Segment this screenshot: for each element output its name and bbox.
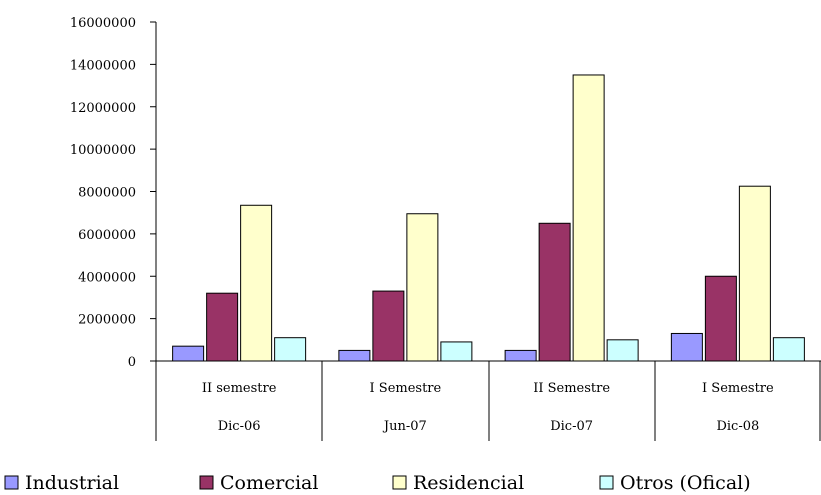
bar-residencial [240, 204, 273, 362]
legend-label: Otros (Ofical) [620, 472, 751, 494]
bar-residencial [406, 213, 439, 362]
y-tick-label: 0 [128, 355, 136, 370]
category-label-semester: I Semestre [702, 381, 774, 396]
bar-industrial [504, 349, 537, 362]
bars [172, 74, 805, 362]
category-label-semester: I Semestre [370, 381, 442, 396]
bar-residencial [572, 74, 605, 362]
bar-industrial [670, 332, 703, 362]
legend-label: Residencial [413, 472, 524, 494]
bar-otros-ofical [606, 339, 639, 362]
y-tick-label: 16000000 [70, 16, 136, 31]
category-label-date: Dic-06 [218, 419, 261, 434]
bar-comercial [538, 222, 571, 362]
bar-otros-ofical [274, 337, 307, 362]
category-label-semester: II Semestre [533, 381, 610, 396]
bar-industrial [172, 345, 205, 362]
category-label-date: Dic-07 [550, 419, 593, 434]
y-tick-label: 12000000 [70, 101, 136, 116]
y-tick-label: 14000000 [70, 58, 136, 73]
bar-comercial [372, 290, 405, 362]
bar-otros-ofical [772, 337, 805, 362]
legend-swatch [599, 475, 614, 490]
legend-swatch [392, 475, 407, 490]
legend: Industrial Comercial Residencial Otros (Ofi… [4, 472, 751, 494]
y-tick-label: 8000000 [78, 186, 136, 201]
bar-residencial [738, 185, 771, 362]
y-tick-label: 6000000 [78, 228, 136, 243]
legend-label: Comercial [220, 472, 318, 494]
x-axis: II semestre Dic-06 I Semestre Jun-07 II Seme… [155, 360, 821, 441]
y-axis: 0 2000000 4000000 6000000 8000000 10000000 120… [70, 16, 157, 370]
category-label-date: Jun-07 [382, 419, 427, 434]
y-tick-label: 2000000 [78, 313, 136, 328]
legend-label: Industrial [25, 472, 119, 494]
bar-comercial [704, 275, 737, 362]
category-label-semester: II semestre [202, 381, 277, 396]
category-label-date: Dic-08 [716, 419, 759, 434]
bar-otros-ofical [440, 341, 473, 362]
legend-swatch [199, 475, 214, 490]
legend-swatch [4, 475, 19, 490]
y-tick-label: 10000000 [70, 143, 136, 158]
bar-industrial [338, 349, 371, 362]
bar-comercial [206, 292, 239, 362]
y-tick-label: 4000000 [78, 270, 136, 285]
